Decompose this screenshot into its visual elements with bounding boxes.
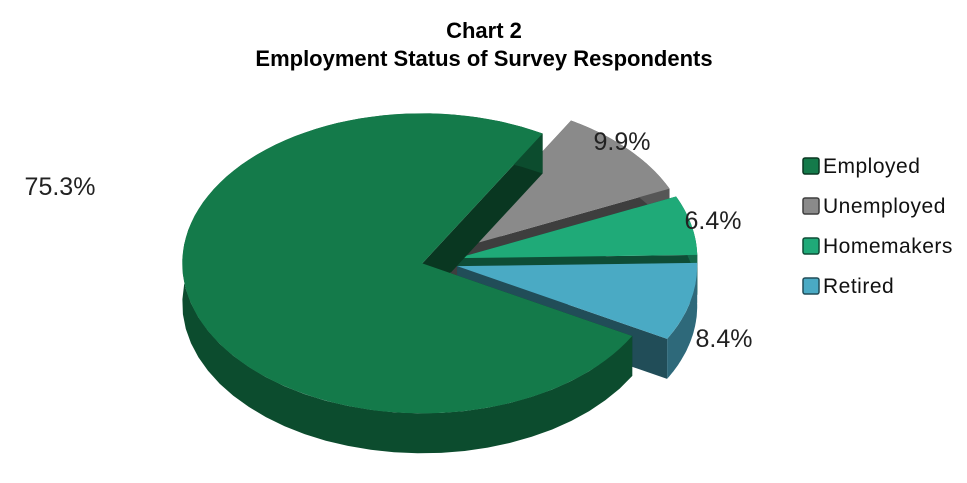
legend-label-homemakers: Homemakers [823,235,953,258]
slice-side [667,262,698,379]
data-label-unemployed: 9.9% [594,128,651,156]
data-label-homemakers: 6.4% [685,207,742,235]
legend-swatch-homemakers [802,237,820,255]
legend-label-retired: Retired [823,275,894,298]
pie-slices [182,113,698,454]
slice-top [457,262,698,339]
legend-swatch-employed [802,157,820,175]
legend-swatch-retired [802,277,820,295]
legend-label-unemployed: Unemployed [823,195,946,218]
pie-slice-employed [182,113,633,454]
legend: Employed Unemployed Homemakers Retired [802,155,953,298]
legend-label-employed: Employed [823,155,920,178]
slice-top [182,113,633,414]
chart-subtitle: Employment Status of Survey Respondents [255,46,712,71]
slice-top [457,196,698,259]
legend-swatch-unemployed [802,197,820,215]
chart-title: Chart 2 [446,18,522,43]
slice-wall [422,133,543,304]
data-label-retired: 8.4% [696,325,753,353]
slice-top [450,120,670,251]
data-labels: 75.3% 9.9% 6.4% 8.4% [25,128,753,353]
data-label-employed: 75.3% [25,173,96,201]
